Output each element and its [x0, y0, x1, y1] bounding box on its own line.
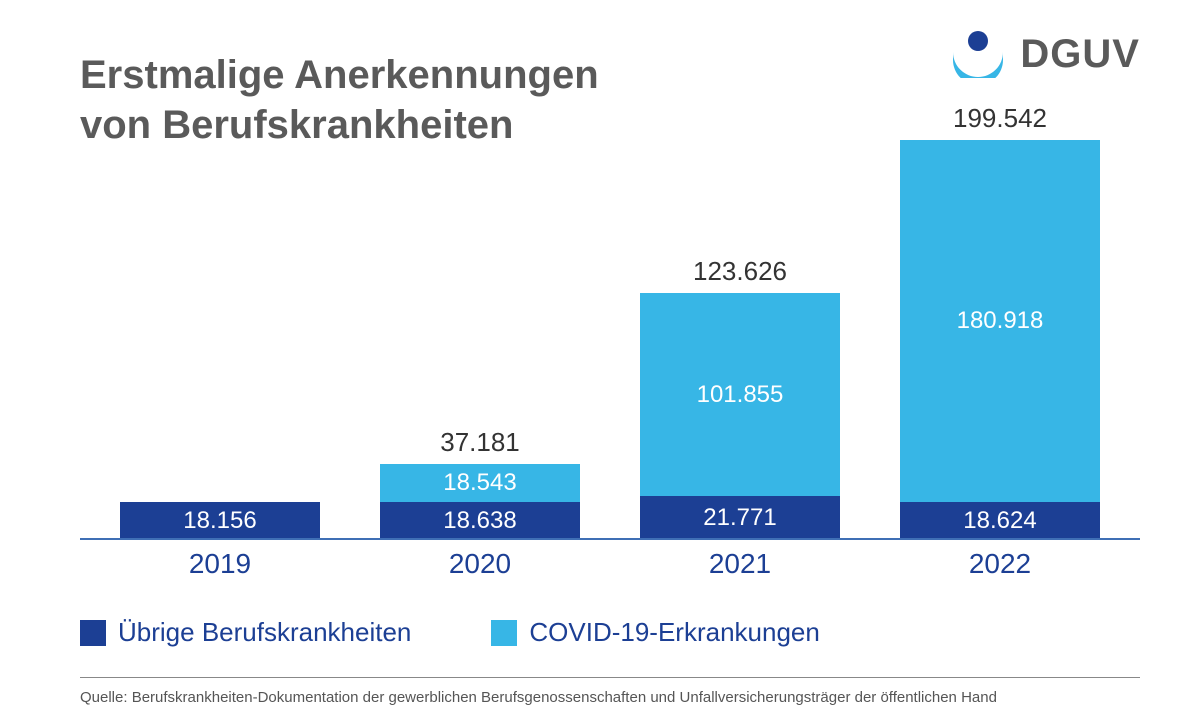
bars-container: 18.156 37.181 18.63818.543 123.626 21.771101… — [120, 140, 1100, 540]
source-divider — [80, 677, 1140, 678]
bar-stack: 18.63818.543 — [380, 464, 580, 540]
x-axis-labels: 2019 2020 2021 2022 — [120, 548, 1100, 580]
bar-total-label: 123.626 — [693, 256, 787, 287]
legend-item: Übrige Berufskrankheiten — [80, 617, 411, 648]
title-line-1: Erstmalige Anerkennungen — [80, 50, 599, 100]
bar-stack: 18.624180.918 — [900, 140, 1100, 540]
bar-total-label: 37.181 — [440, 427, 520, 458]
dguv-logo-mark — [948, 30, 1008, 78]
bar-segment: 18.543 — [380, 464, 580, 502]
x-axis-label: 2020 — [380, 548, 580, 580]
bar-group: 199.542 18.624180.918 — [900, 103, 1100, 540]
bar-segment: 18.156 — [120, 502, 320, 540]
chart-title: Erstmalige Anerkennungen von Berufskrank… — [80, 50, 599, 150]
bar-segment: 21.771 — [640, 496, 840, 540]
bar-total-label: 199.542 — [953, 103, 1047, 134]
legend-label: Übrige Berufskrankheiten — [118, 617, 411, 648]
dguv-logo: DGUV — [948, 30, 1140, 78]
source-text: Quelle: Berufskrankheiten-Dokumentation … — [80, 689, 1140, 706]
bar-stack: 21.771101.855 — [640, 293, 840, 540]
page: DGUV Erstmalige Anerkennungen von Berufs… — [0, 0, 1200, 720]
legend-swatch — [80, 620, 106, 646]
legend: Übrige Berufskrankheiten COVID-19-Erkrank… — [80, 617, 820, 648]
bar-segment: 180.918 — [900, 140, 1100, 502]
chart-area: 18.156 37.181 18.63818.543 123.626 21.771101… — [80, 140, 1140, 580]
bar-segment: 101.855 — [640, 293, 840, 497]
bar-segment: 18.624 — [900, 502, 1100, 540]
legend-item: COVID-19-Erkrankungen — [491, 617, 819, 648]
x-axis-baseline — [80, 538, 1140, 540]
bar-group: 37.181 18.63818.543 — [380, 427, 580, 540]
bar-group: 123.626 21.771101.855 — [640, 256, 840, 540]
bar-group: 18.156 — [120, 502, 320, 540]
x-axis-label: 2021 — [640, 548, 840, 580]
bar-segment: 18.638 — [380, 502, 580, 540]
legend-swatch — [491, 620, 517, 646]
x-axis-label: 2022 — [900, 548, 1100, 580]
legend-label: COVID-19-Erkrankungen — [529, 617, 819, 648]
x-axis-label: 2019 — [120, 548, 320, 580]
bar-stack: 18.156 — [120, 502, 320, 540]
dguv-logo-text: DGUV — [1020, 32, 1140, 77]
